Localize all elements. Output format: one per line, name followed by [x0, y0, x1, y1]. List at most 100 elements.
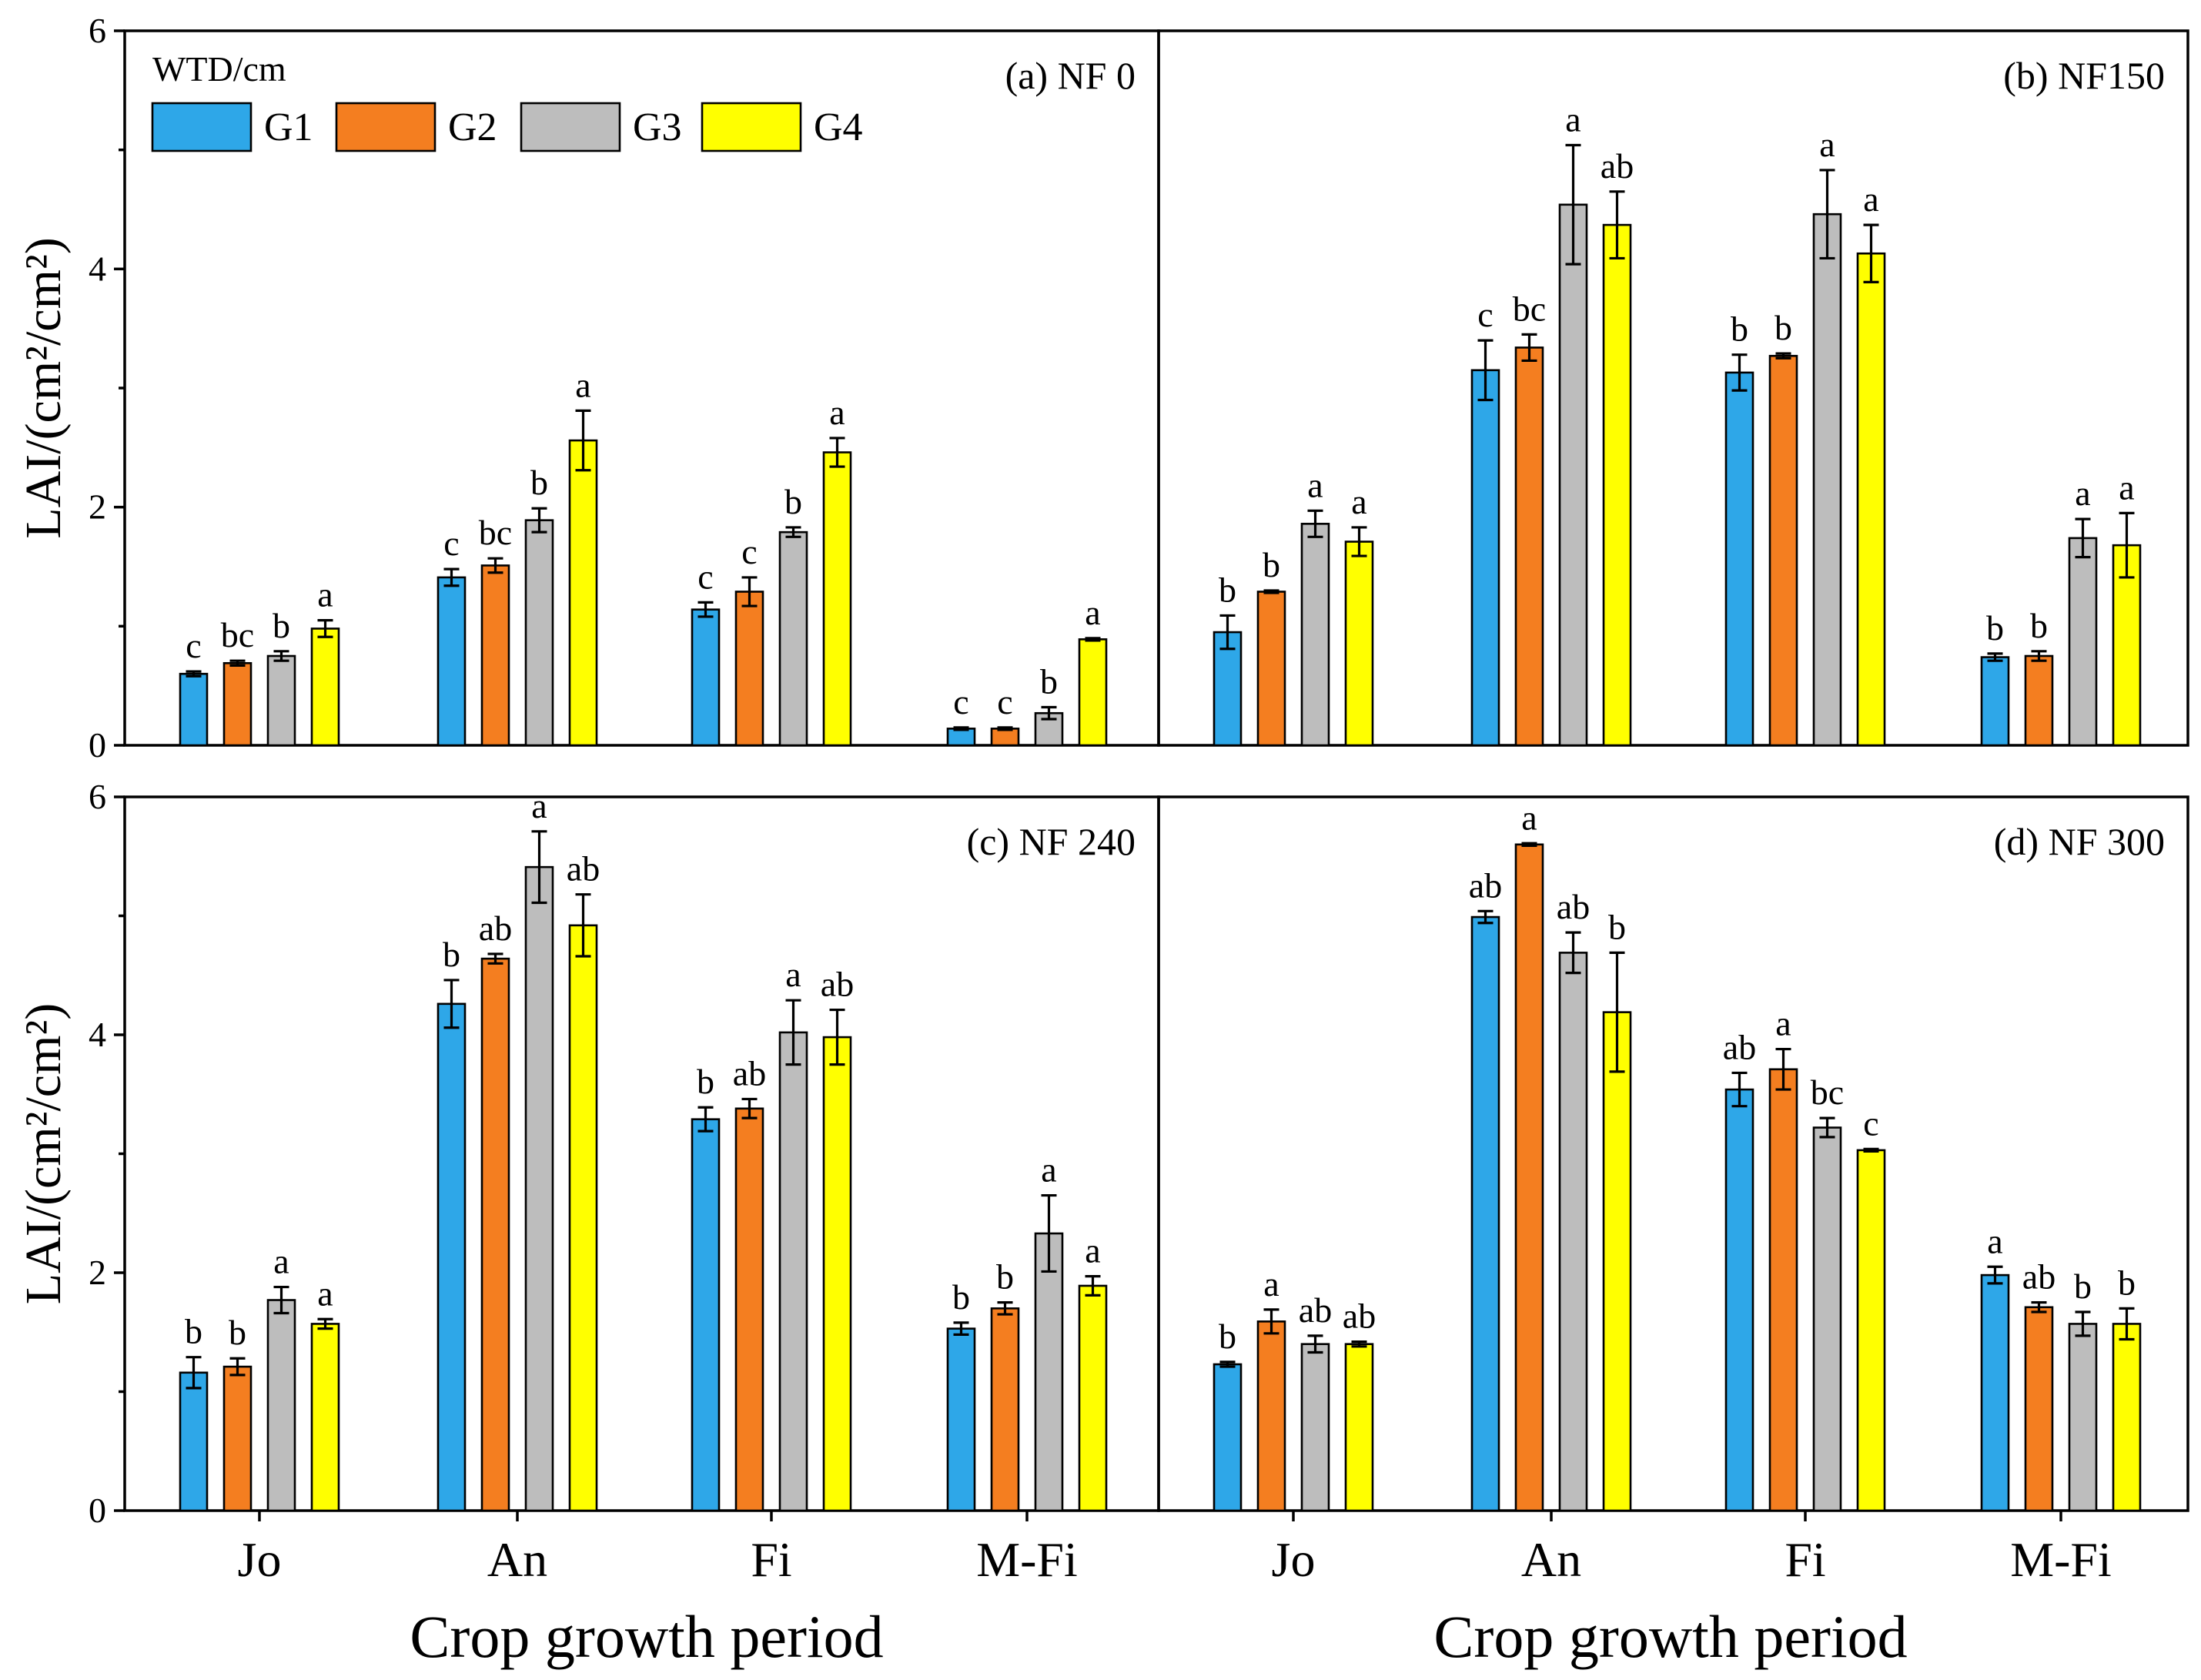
error-bar [186, 1356, 202, 1390]
panel-frame [1157, 795, 2189, 1512]
error-bar [697, 1106, 714, 1133]
bar-g4-jo [310, 1323, 340, 1512]
significance-letter: c [443, 524, 459, 563]
panel-title: (a) NF 0 [1005, 54, 1136, 97]
error-bar [1609, 951, 1625, 1073]
legend-label: G4 [814, 105, 863, 149]
x-category-label: Fi [751, 1532, 791, 1587]
error-bar [1819, 1116, 1835, 1139]
significance-letter: b [2118, 1263, 2136, 1302]
bar-g4-jo [1344, 1343, 1374, 1512]
error-bar [1219, 614, 1236, 651]
bar-g3-m-fi [2068, 1323, 2098, 1512]
error-bar [317, 619, 333, 638]
x-category-label: Jo [1272, 1532, 1316, 1587]
bar-g2-m-fi [990, 728, 1020, 747]
significance-letter: c [953, 682, 968, 721]
significance-letter: b [229, 1313, 246, 1352]
error-bar [317, 1317, 333, 1330]
bar-g1-fi [691, 608, 721, 747]
significance-letter: a [1521, 798, 1537, 837]
significance-letter: c [741, 532, 757, 571]
bar-g2-jo [1256, 1320, 1286, 1512]
bar-g2-m-fi [990, 1307, 1020, 1512]
x-category-label: M-Fi [2010, 1532, 2112, 1587]
y-tick-label: 2 [89, 487, 106, 527]
bar-g4-fi [1856, 1149, 1886, 1512]
x-category-label: M-Fi [976, 1532, 1078, 1587]
bar-g4-an [568, 439, 598, 747]
bar-g4-an [568, 924, 598, 1512]
error-bar [1351, 1340, 1367, 1348]
error-bar [997, 726, 1013, 731]
y-tick-label: 6 [89, 11, 106, 50]
bar-g2-m-fi [2024, 654, 2054, 747]
error-bar [829, 437, 845, 468]
legend-entry-g4: G4 [701, 102, 863, 152]
significance-letter: a [1565, 99, 1581, 139]
error-bar [1351, 526, 1367, 557]
significance-letter: a [2075, 474, 2090, 513]
significance-letter: c [697, 557, 713, 596]
significance-letter: a [1863, 179, 1878, 219]
significance-letter: c [186, 626, 201, 665]
significance-letter: b [1263, 545, 1280, 584]
legend-entry-g1: G1 [151, 102, 313, 152]
error-bar [229, 659, 246, 667]
error-bar [575, 893, 591, 958]
legend-swatch [520, 102, 621, 152]
error-bar [1477, 339, 1494, 402]
error-bar [1775, 352, 1791, 360]
significance-letter: b [996, 1257, 1014, 1297]
bar-g2-fi [1768, 354, 1798, 747]
significance-letter: c [1863, 1103, 1878, 1143]
bar-g2-an [1514, 843, 1544, 1512]
error-bar [1041, 705, 1057, 721]
bar-g1-an [1470, 915, 1500, 1512]
bar-g1-jo [1213, 1363, 1243, 1512]
bar-g3-m-fi [2068, 537, 2098, 747]
significance-letter: b [697, 1062, 714, 1101]
bar-g3-an [1558, 203, 1588, 747]
error-bar [2031, 1301, 2047, 1314]
error-bar [2119, 511, 2135, 579]
bar-g1-jo [179, 1371, 209, 1512]
significance-letter: a [1041, 1150, 1056, 1190]
error-bar [186, 670, 202, 678]
significance-letter: b [1775, 308, 1792, 347]
error-bar [785, 526, 801, 538]
significance-letter: a [575, 365, 590, 404]
significance-letter: ab [2022, 1257, 2055, 1297]
error-bar [1263, 1308, 1279, 1335]
error-bar [2075, 517, 2091, 559]
bar-g2-an [480, 957, 510, 1512]
bar-g2-an [480, 564, 510, 747]
significance-letter: ab [1469, 865, 1502, 905]
error-bar [531, 507, 547, 534]
y-tick-label: 0 [89, 1491, 106, 1530]
bar-g3-jo [1300, 523, 1330, 747]
significance-letter: b [2030, 606, 2048, 645]
significance-letter: ab [733, 1053, 766, 1093]
significance-letter: b [273, 606, 290, 645]
bar-g3-an [524, 865, 554, 1512]
significance-letter: ab [821, 965, 854, 1004]
y-tick-label: 0 [89, 725, 106, 765]
bar-g1-an [1470, 369, 1500, 747]
significance-letter: b [1731, 310, 1748, 349]
bar-g4-m-fi [2112, 544, 2142, 747]
y-axis-label-top: LAI/(cm²/cm²) [15, 237, 72, 538]
x-category-label: An [1521, 1532, 1581, 1587]
figure-static-layer: LAI/(cm²/cm²) LAI/(cm²/cm²) Crop growth … [15, 237, 1908, 1670]
error-bar [1307, 509, 1323, 538]
significance-letter: ab [567, 849, 600, 889]
significance-letter: a [829, 393, 845, 432]
significance-letter: b [185, 1312, 202, 1351]
error-bar [1565, 143, 1581, 266]
bar-g2-fi [734, 1107, 764, 1512]
error-bar [829, 1008, 845, 1066]
significance-letter: a [1987, 1221, 2002, 1260]
error-bar [785, 999, 801, 1066]
